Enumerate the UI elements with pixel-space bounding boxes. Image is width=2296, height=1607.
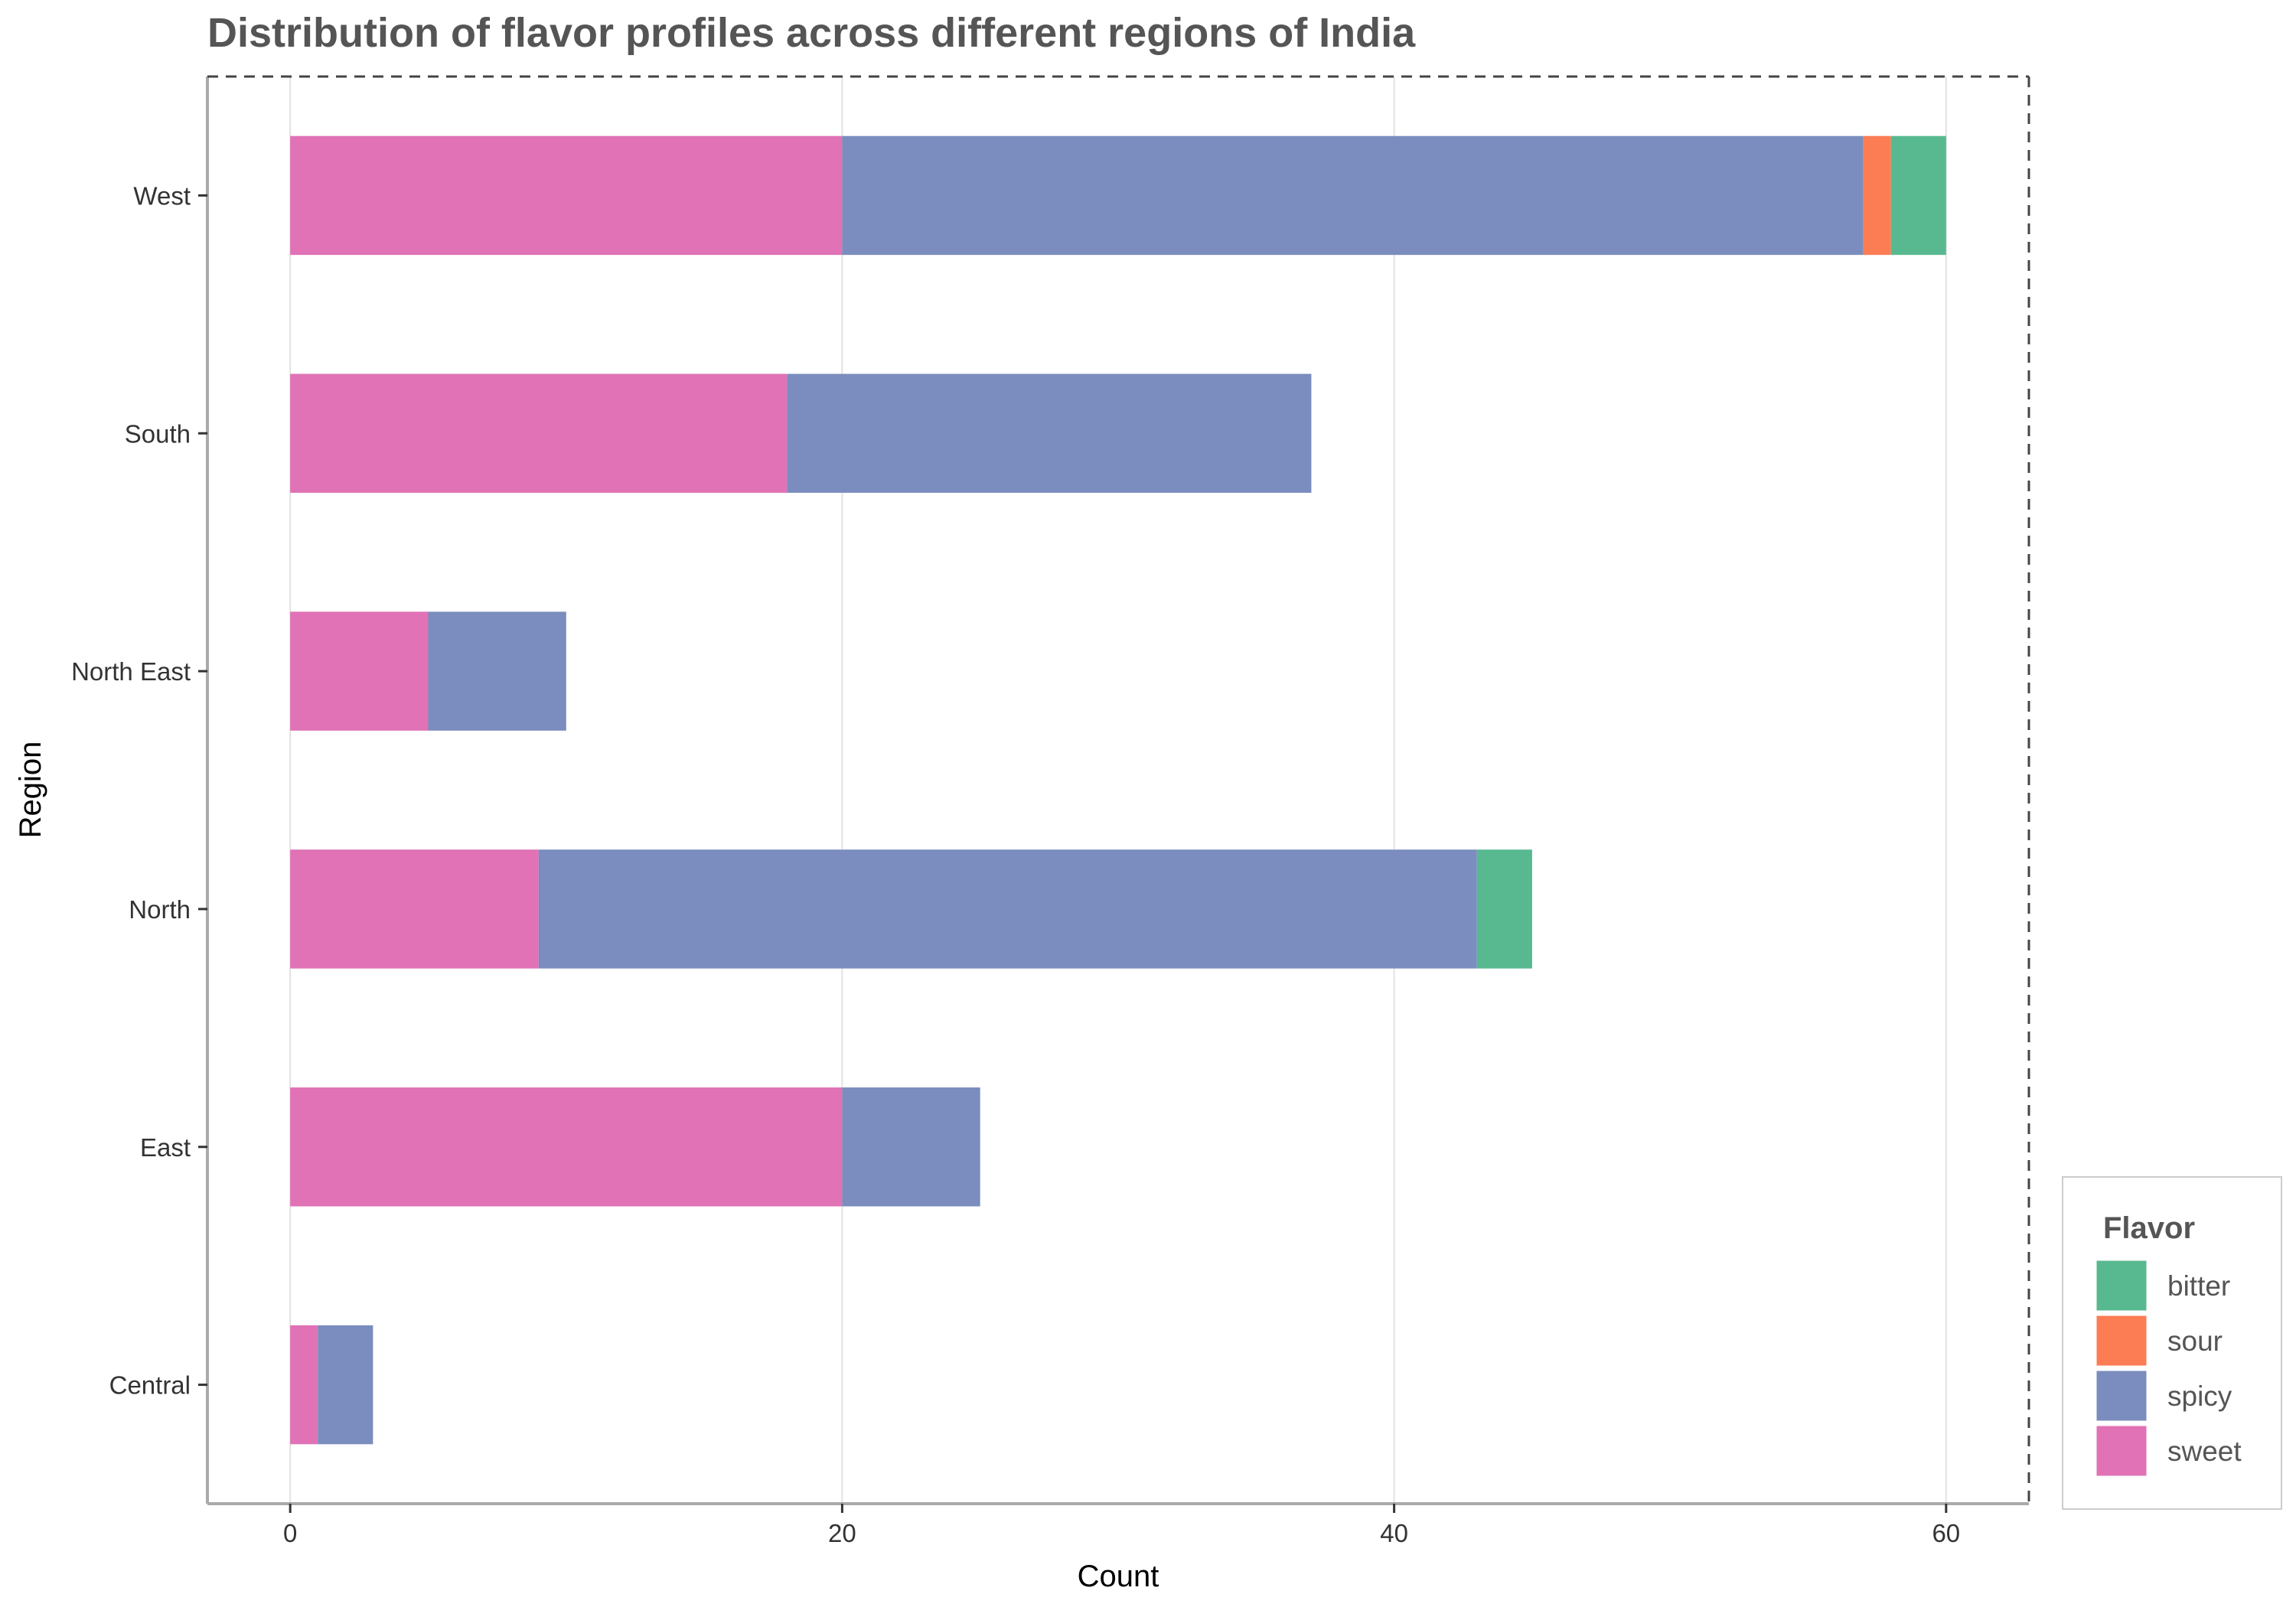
y-tick-label-south: South <box>125 419 191 448</box>
legend-title: Flavor <box>2103 1211 2195 1245</box>
bar-east-spicy <box>842 1087 980 1207</box>
x-tick-label-60: 60 <box>1932 1519 1960 1547</box>
legend-label-bitter: bitter <box>2167 1270 2230 1302</box>
bar-west-bitter <box>1890 135 1946 256</box>
legend-label-sweet: sweet <box>2167 1436 2242 1467</box>
bar-east-sweet <box>290 1087 843 1207</box>
legend-label-spicy: spicy <box>2167 1380 2232 1412</box>
x-axis-title: Count <box>1078 1560 1159 1593</box>
legend-label-sour: sour <box>2167 1325 2223 1357</box>
bar-north-east-sweet <box>290 611 429 731</box>
y-tick-label-north: North <box>129 895 191 924</box>
bars <box>290 135 1946 1445</box>
gridlines <box>289 77 1947 1504</box>
y-tick-label-east: East <box>140 1133 191 1162</box>
y-tick-label-central: Central <box>109 1371 191 1400</box>
y-tick-label-north-east: North East <box>71 657 191 686</box>
bar-north-east-spicy <box>428 611 566 731</box>
legend-swatch-bitter <box>2094 1258 2149 1313</box>
bar-south-spicy <box>787 373 1312 493</box>
legend-swatch-sour <box>2094 1313 2149 1368</box>
x-tick-label-0: 0 <box>283 1519 297 1547</box>
bar-west-sour <box>1863 135 1891 256</box>
y-axis-title: Region <box>14 742 47 839</box>
bar-south-sweet <box>290 373 788 493</box>
legend: Flavor bitter sour spicy sweet <box>2062 1176 2282 1510</box>
legend-swatch-spicy <box>2094 1368 2149 1423</box>
y-axis: Central East North North East South West <box>71 181 207 1400</box>
bar-north-bitter <box>1476 849 1532 969</box>
bar-north-spicy <box>538 849 1477 969</box>
bar-west-sweet <box>290 135 843 256</box>
x-tick-label-40: 40 <box>1380 1519 1408 1547</box>
legend-swatch-sweet <box>2094 1423 2149 1478</box>
y-tick-label-west: West <box>133 181 191 210</box>
x-axis: 0 20 40 60 <box>283 1504 1960 1547</box>
x-tick-label-20: 20 <box>828 1519 856 1547</box>
bar-north-sweet <box>290 849 539 969</box>
bar-central-spicy <box>318 1325 373 1445</box>
bar-central-sweet <box>290 1325 318 1445</box>
bar-west-spicy <box>842 135 1864 256</box>
chart-title: Distribution of flavor profiles across d… <box>207 10 1416 56</box>
